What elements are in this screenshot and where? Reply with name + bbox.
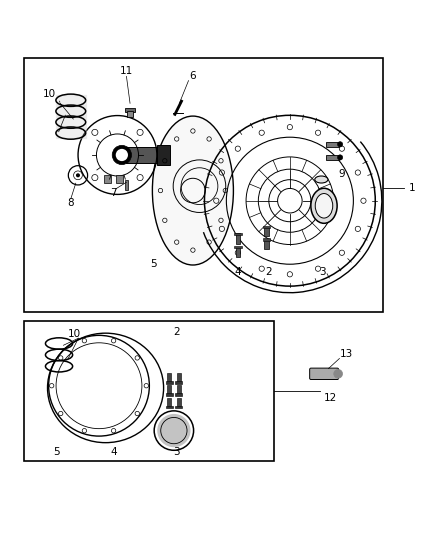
Bar bbox=[104, 175, 111, 183]
Bar bbox=[175, 381, 182, 384]
Bar bbox=[125, 108, 135, 112]
Circle shape bbox=[337, 155, 343, 160]
Text: 9: 9 bbox=[339, 169, 345, 179]
Circle shape bbox=[334, 369, 343, 378]
Text: 2: 2 bbox=[173, 327, 180, 337]
Bar bbox=[175, 406, 182, 408]
Text: 8: 8 bbox=[67, 198, 74, 208]
Bar bbox=[24, 321, 274, 462]
Bar bbox=[326, 142, 339, 147]
Bar bbox=[167, 398, 171, 406]
Text: 12: 12 bbox=[324, 393, 337, 403]
Text: 4: 4 bbox=[111, 447, 117, 457]
Text: 2: 2 bbox=[265, 267, 272, 277]
Text: 3: 3 bbox=[319, 267, 325, 277]
Text: 13: 13 bbox=[339, 349, 353, 359]
Bar bbox=[127, 111, 133, 117]
Text: 1: 1 bbox=[408, 183, 415, 192]
Text: 7: 7 bbox=[110, 188, 117, 198]
Ellipse shape bbox=[152, 116, 233, 265]
Bar bbox=[24, 59, 383, 312]
Bar bbox=[265, 239, 269, 248]
Bar bbox=[167, 373, 171, 382]
Ellipse shape bbox=[315, 176, 328, 183]
Text: 5: 5 bbox=[53, 447, 60, 457]
Text: 3: 3 bbox=[173, 447, 180, 457]
Bar bbox=[177, 398, 181, 406]
Bar bbox=[265, 227, 269, 236]
Bar bbox=[116, 175, 123, 183]
Bar bbox=[166, 381, 173, 384]
Bar bbox=[126, 147, 163, 163]
Bar bbox=[175, 393, 182, 396]
Bar bbox=[166, 406, 173, 408]
Bar bbox=[177, 373, 181, 382]
Bar bbox=[125, 181, 128, 190]
Bar bbox=[167, 385, 171, 394]
Bar bbox=[234, 232, 242, 235]
Bar bbox=[236, 233, 240, 244]
Bar bbox=[263, 238, 270, 241]
Text: 11: 11 bbox=[120, 66, 133, 76]
Bar bbox=[326, 155, 339, 160]
Ellipse shape bbox=[315, 193, 333, 218]
Text: 10: 10 bbox=[67, 329, 81, 339]
Text: 6: 6 bbox=[190, 71, 196, 81]
Bar bbox=[177, 385, 181, 394]
Text: 5: 5 bbox=[150, 259, 157, 269]
Bar bbox=[234, 246, 242, 248]
Circle shape bbox=[337, 142, 343, 147]
Circle shape bbox=[112, 146, 131, 165]
Circle shape bbox=[157, 414, 191, 447]
Text: 4: 4 bbox=[234, 267, 241, 277]
Text: 10: 10 bbox=[42, 89, 56, 99]
Circle shape bbox=[77, 174, 79, 176]
Bar bbox=[263, 226, 270, 229]
Circle shape bbox=[116, 149, 128, 161]
Bar bbox=[236, 247, 240, 257]
FancyBboxPatch shape bbox=[310, 368, 339, 379]
Bar bbox=[166, 393, 173, 396]
Bar bbox=[157, 146, 170, 165]
Ellipse shape bbox=[311, 188, 337, 223]
